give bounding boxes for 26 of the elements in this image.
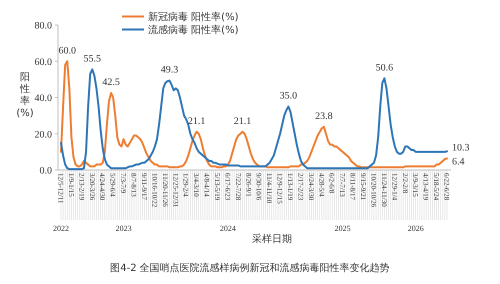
data-label: 21.1 [188, 116, 206, 127]
y-tick-label: 40.0 [34, 93, 52, 104]
y-axis-title: 阳性率(%) [16, 72, 34, 119]
data-label: 55.5 [84, 53, 102, 64]
data-label: 60.0 [58, 45, 76, 56]
annotation: 2024 [220, 224, 236, 233]
text: 图4-2 全国哨点医院流感样病例新冠和流感病毒阳性率变化趋势 [110, 262, 390, 274]
data-label: 42.5 [102, 76, 120, 88]
annotation: 2022 [53, 224, 69, 233]
annotation: 2023 [116, 224, 132, 233]
data-label: 10.3 [452, 142, 470, 154]
y-tick-label: 20.0 [34, 129, 52, 140]
annotation: 2026 [408, 224, 424, 233]
data-label: 23.8 [315, 110, 333, 122]
data-label: 35.0 [280, 90, 298, 102]
data-label: 49.3 [160, 64, 178, 76]
data-label: 6.4 [452, 156, 464, 168]
y-tick-label: 80.0 [34, 20, 52, 32]
legend-label: 流感病毒 阳性率(%) [148, 24, 239, 36]
legend-label: 新冠病毒 阳性率(%) [148, 11, 239, 23]
data-label: 50.6 [376, 62, 394, 74]
y-tick-label: 60.0 [34, 56, 52, 68]
x-axis-title: 采样日期 [252, 233, 292, 245]
y-tick-label: 0.0 [40, 166, 52, 176]
annotation: 2025 [334, 224, 351, 233]
data-label: 21.1 [234, 116, 252, 127]
